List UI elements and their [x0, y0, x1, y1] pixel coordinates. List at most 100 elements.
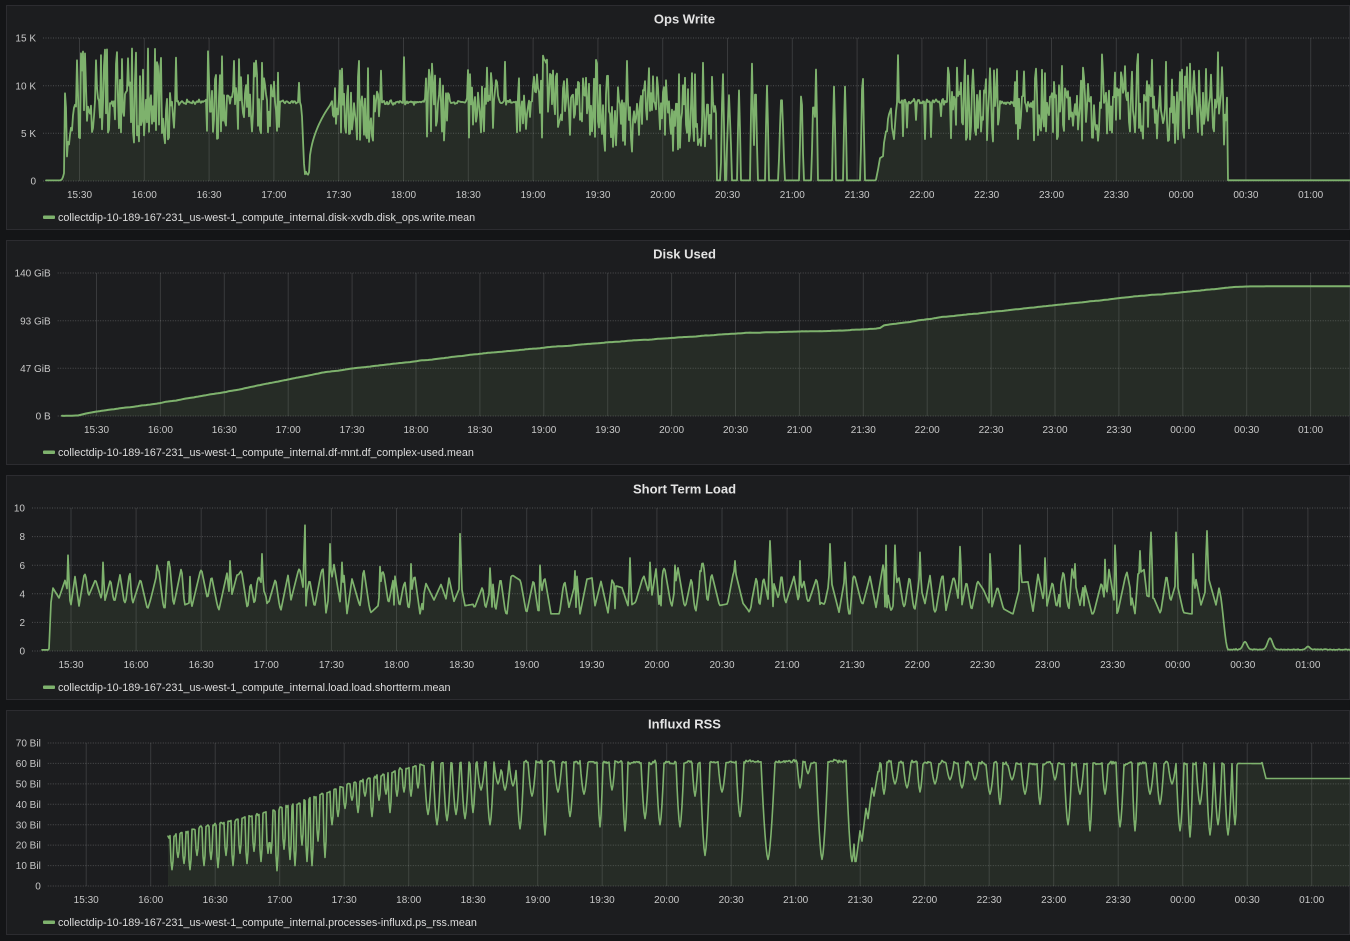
svg-text:0: 0 [19, 647, 25, 658]
svg-text:0: 0 [30, 177, 36, 188]
svg-text:16:30: 16:30 [212, 425, 237, 436]
svg-text:19:30: 19:30 [585, 190, 610, 201]
svg-text:Short Term Load: Short Term Load [633, 482, 736, 497]
svg-text:20:30: 20:30 [709, 660, 734, 671]
svg-text:21:00: 21:00 [780, 190, 805, 201]
svg-text:18:00: 18:00 [384, 660, 409, 671]
svg-text:00:30: 00:30 [1230, 660, 1255, 671]
svg-text:17:00: 17:00 [276, 425, 301, 436]
svg-text:50 Bil: 50 Bil [16, 780, 41, 791]
svg-text:22:30: 22:30 [979, 425, 1004, 436]
svg-text:22:30: 22:30 [974, 190, 999, 201]
svg-text:10 Bil: 10 Bil [16, 861, 41, 872]
svg-text:20:30: 20:30 [715, 190, 740, 201]
svg-text:20:00: 20:00 [659, 425, 684, 436]
svg-text:23:30: 23:30 [1100, 660, 1125, 671]
svg-text:01:00: 01:00 [1298, 425, 1323, 436]
svg-text:17:00: 17:00 [261, 190, 286, 201]
svg-text:23:30: 23:30 [1106, 425, 1131, 436]
svg-text:20:00: 20:00 [650, 190, 675, 201]
svg-text:19:30: 19:30 [579, 660, 604, 671]
svg-text:19:00: 19:00 [514, 660, 539, 671]
svg-text:15:30: 15:30 [67, 190, 92, 201]
svg-text:15:30: 15:30 [84, 425, 109, 436]
svg-text:93 GiB: 93 GiB [20, 316, 51, 327]
svg-text:17:00: 17:00 [267, 895, 292, 906]
svg-text:21:00: 21:00 [775, 660, 800, 671]
svg-text:16:30: 16:30 [203, 895, 228, 906]
svg-text:01:00: 01:00 [1299, 895, 1324, 906]
svg-text:16:30: 16:30 [197, 190, 222, 201]
svg-text:40 Bil: 40 Bil [16, 800, 41, 811]
svg-text:5 K: 5 K [21, 129, 36, 140]
svg-text:22:30: 22:30 [977, 895, 1002, 906]
svg-text:30 Bil: 30 Bil [16, 820, 41, 831]
svg-text:23:00: 23:00 [1035, 660, 1060, 671]
svg-text:140 GiB: 140 GiB [15, 269, 51, 280]
svg-text:47 GiB: 47 GiB [20, 364, 51, 375]
svg-text:19:00: 19:00 [525, 895, 550, 906]
svg-text:20 Bil: 20 Bil [16, 841, 41, 852]
svg-text:17:00: 17:00 [254, 660, 279, 671]
svg-text:18:30: 18:30 [461, 895, 486, 906]
svg-text:20:30: 20:30 [723, 425, 748, 436]
svg-text:00:30: 00:30 [1235, 895, 1260, 906]
svg-text:collectdip-10-189-167-231_us-w: collectdip-10-189-167-231_us-west-1_comp… [58, 917, 477, 929]
svg-text:Disk Used: Disk Used [653, 247, 716, 262]
svg-text:17:30: 17:30 [319, 660, 344, 671]
svg-text:16:00: 16:00 [148, 425, 173, 436]
svg-text:22:00: 22:00 [915, 425, 940, 436]
svg-text:21:00: 21:00 [787, 425, 812, 436]
svg-text:01:00: 01:00 [1298, 190, 1323, 201]
svg-text:19:30: 19:30 [590, 895, 615, 906]
svg-text:21:30: 21:30 [845, 190, 870, 201]
svg-text:20:00: 20:00 [644, 660, 669, 671]
svg-text:21:00: 21:00 [783, 895, 808, 906]
svg-text:21:30: 21:30 [848, 895, 873, 906]
svg-text:17:30: 17:30 [326, 190, 351, 201]
svg-text:15 K: 15 K [15, 34, 36, 45]
svg-text:23:00: 23:00 [1042, 425, 1067, 436]
svg-text:18:00: 18:00 [391, 190, 416, 201]
svg-text:0 B: 0 B [36, 412, 51, 423]
svg-text:0: 0 [35, 882, 41, 893]
svg-text:18:30: 18:30 [456, 190, 481, 201]
svg-text:16:30: 16:30 [189, 660, 214, 671]
svg-text:15:30: 15:30 [74, 895, 99, 906]
svg-text:collectdip-10-189-167-231_us-w: collectdip-10-189-167-231_us-west-1_comp… [58, 212, 475, 224]
svg-text:23:00: 23:00 [1039, 190, 1064, 201]
svg-text:00:00: 00:00 [1170, 425, 1195, 436]
svg-text:16:00: 16:00 [132, 190, 157, 201]
svg-text:15:30: 15:30 [58, 660, 83, 671]
svg-text:16:00: 16:00 [138, 895, 163, 906]
svg-text:collectdip-10-189-167-231_us-w: collectdip-10-189-167-231_us-west-1_comp… [58, 682, 451, 694]
svg-text:collectdip-10-189-167-231_us-w: collectdip-10-189-167-231_us-west-1_comp… [58, 447, 474, 459]
svg-text:2: 2 [19, 618, 25, 629]
svg-text:Influxd RSS: Influxd RSS [648, 717, 721, 732]
svg-text:22:30: 22:30 [970, 660, 995, 671]
svg-text:20:00: 20:00 [654, 895, 679, 906]
svg-text:18:30: 18:30 [449, 660, 474, 671]
svg-text:60 Bil: 60 Bil [16, 759, 41, 770]
svg-text:21:30: 21:30 [840, 660, 865, 671]
svg-text:19:00: 19:00 [521, 190, 546, 201]
svg-text:23:00: 23:00 [1041, 895, 1066, 906]
svg-text:00:30: 00:30 [1234, 425, 1259, 436]
svg-text:18:00: 18:00 [403, 425, 428, 436]
svg-text:16:00: 16:00 [124, 660, 149, 671]
svg-text:22:00: 22:00 [905, 660, 930, 671]
svg-text:20:30: 20:30 [719, 895, 744, 906]
svg-text:18:00: 18:00 [396, 895, 421, 906]
svg-text:17:30: 17:30 [332, 895, 357, 906]
svg-text:70 Bil: 70 Bil [16, 739, 41, 750]
svg-text:00:00: 00:00 [1169, 190, 1194, 201]
svg-text:19:00: 19:00 [531, 425, 556, 436]
svg-text:10: 10 [14, 504, 26, 515]
svg-text:10 K: 10 K [15, 81, 36, 92]
svg-text:23:30: 23:30 [1104, 190, 1129, 201]
svg-text:8: 8 [19, 532, 25, 543]
svg-text:21:30: 21:30 [851, 425, 876, 436]
svg-text:00:00: 00:00 [1170, 895, 1195, 906]
svg-text:18:30: 18:30 [467, 425, 492, 436]
svg-text:6: 6 [19, 561, 25, 572]
